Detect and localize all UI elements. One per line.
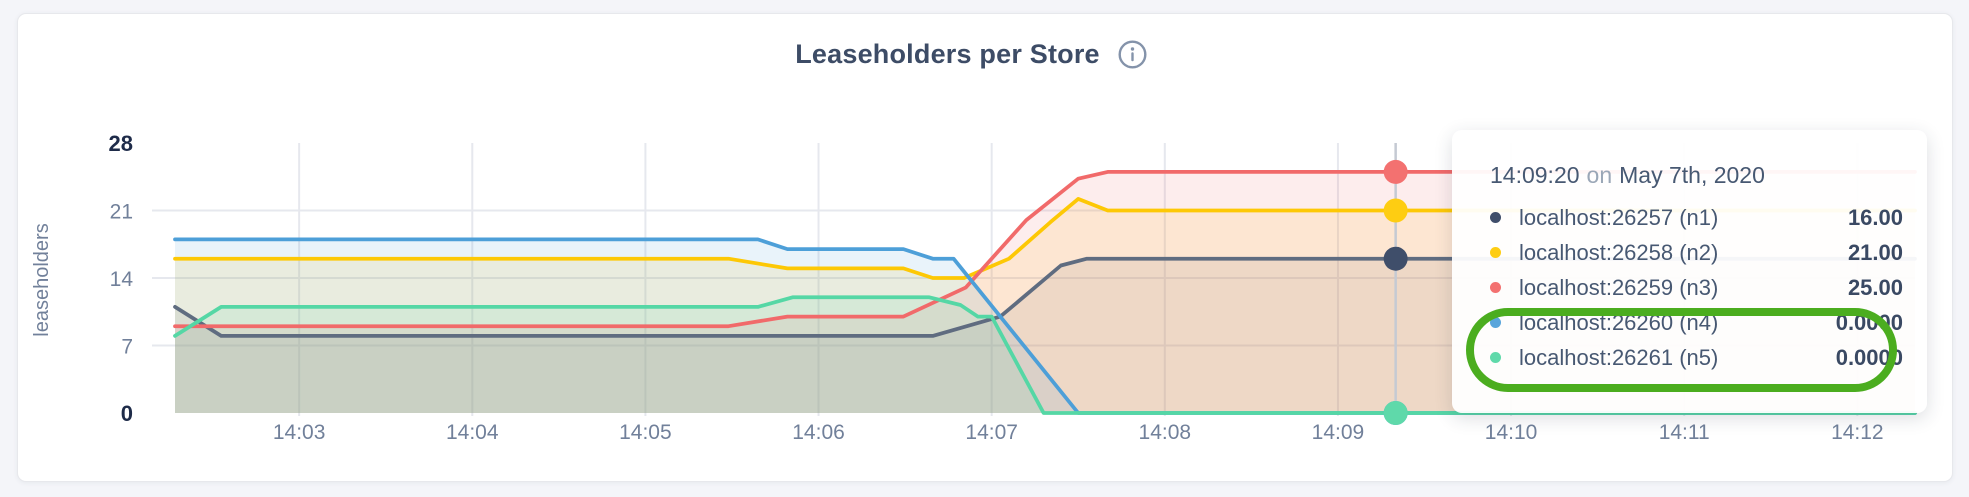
series-dot-icon [1490, 247, 1501, 258]
series-line-n2 [173, 197, 1917, 280]
tooltip-series-label: localhost:26257 (n1) [1519, 204, 1719, 230]
hover-dot-n1 [1383, 246, 1408, 271]
hover-dot-n5 [1383, 401, 1408, 425]
tooltip-series-value: 16.00 [1847, 204, 1903, 230]
x-tick-label: 14:03 [273, 421, 326, 444]
tooltip-series-value: 21.00 [1847, 239, 1903, 265]
chart-title: Leaseholders per Store [795, 38, 1100, 69]
y-tick-label: 0 [121, 401, 133, 426]
series-line-n5 [173, 295, 1917, 415]
y-tick-label: 21 [110, 201, 133, 224]
hover-dot-n2 [1383, 198, 1408, 223]
y-axis-title: leaseholders [31, 223, 53, 336]
tooltip-conjunction: on [1586, 162, 1613, 188]
series-dot-icon [1490, 212, 1501, 223]
x-tick-label: 14:11 [1659, 421, 1710, 444]
tooltip-series-row: localhost:26259 (n3) 25.00 [1490, 270, 1903, 305]
tooltip-series-value: 25.00 [1847, 274, 1903, 300]
tooltip-series-label: localhost:26258 (n2) [1519, 239, 1719, 265]
tooltip-series-label: localhost:26261 (n5) [1519, 344, 1719, 370]
tooltip-series-row: localhost:26257 (n1) 16.00 [1490, 200, 1903, 235]
tooltip-timestamp: 14:09:20 on May 7th, 2020 [1490, 162, 1903, 188]
series-dot-icon [1490, 282, 1501, 293]
y-tick-label: 28 [109, 131, 133, 156]
x-tick-label: 14:08 [1139, 421, 1192, 444]
y-tick-label: 14 [110, 268, 134, 291]
series-area-n4 [175, 239, 1915, 413]
tooltip-time: 14:09:20 [1490, 162, 1580, 188]
info-icon[interactable] [1118, 39, 1147, 69]
x-tick-label: 14:07 [965, 421, 1018, 444]
x-tick-label: 14:05 [619, 421, 672, 444]
series-line-n3 [173, 170, 1917, 329]
green-circle-annotation [1466, 308, 1897, 392]
hover-dot-n3 [1383, 159, 1408, 184]
hover-tooltip: 14:09:20 on May 7th, 2020 localhost:2625… [1452, 130, 1927, 413]
tooltip-series-row: localhost:26258 (n2) 21.00 [1490, 235, 1903, 270]
x-tick-label: 14:10 [1485, 421, 1538, 444]
x-tick-label: 14:12 [1831, 421, 1884, 444]
chart-header: Leaseholders per Store [3, 34, 1939, 74]
tooltip-series-label: localhost:26259 (n3) [1519, 274, 1719, 300]
x-tick-label: 14:06 [792, 421, 845, 444]
x-tick-label: 14:04 [446, 421, 499, 444]
y-tick-label: 7 [121, 336, 133, 359]
series-line-n4 [173, 237, 1917, 415]
tooltip-date: May 7th, 2020 [1619, 162, 1765, 188]
x-tick-label: 14:09 [1312, 421, 1365, 444]
